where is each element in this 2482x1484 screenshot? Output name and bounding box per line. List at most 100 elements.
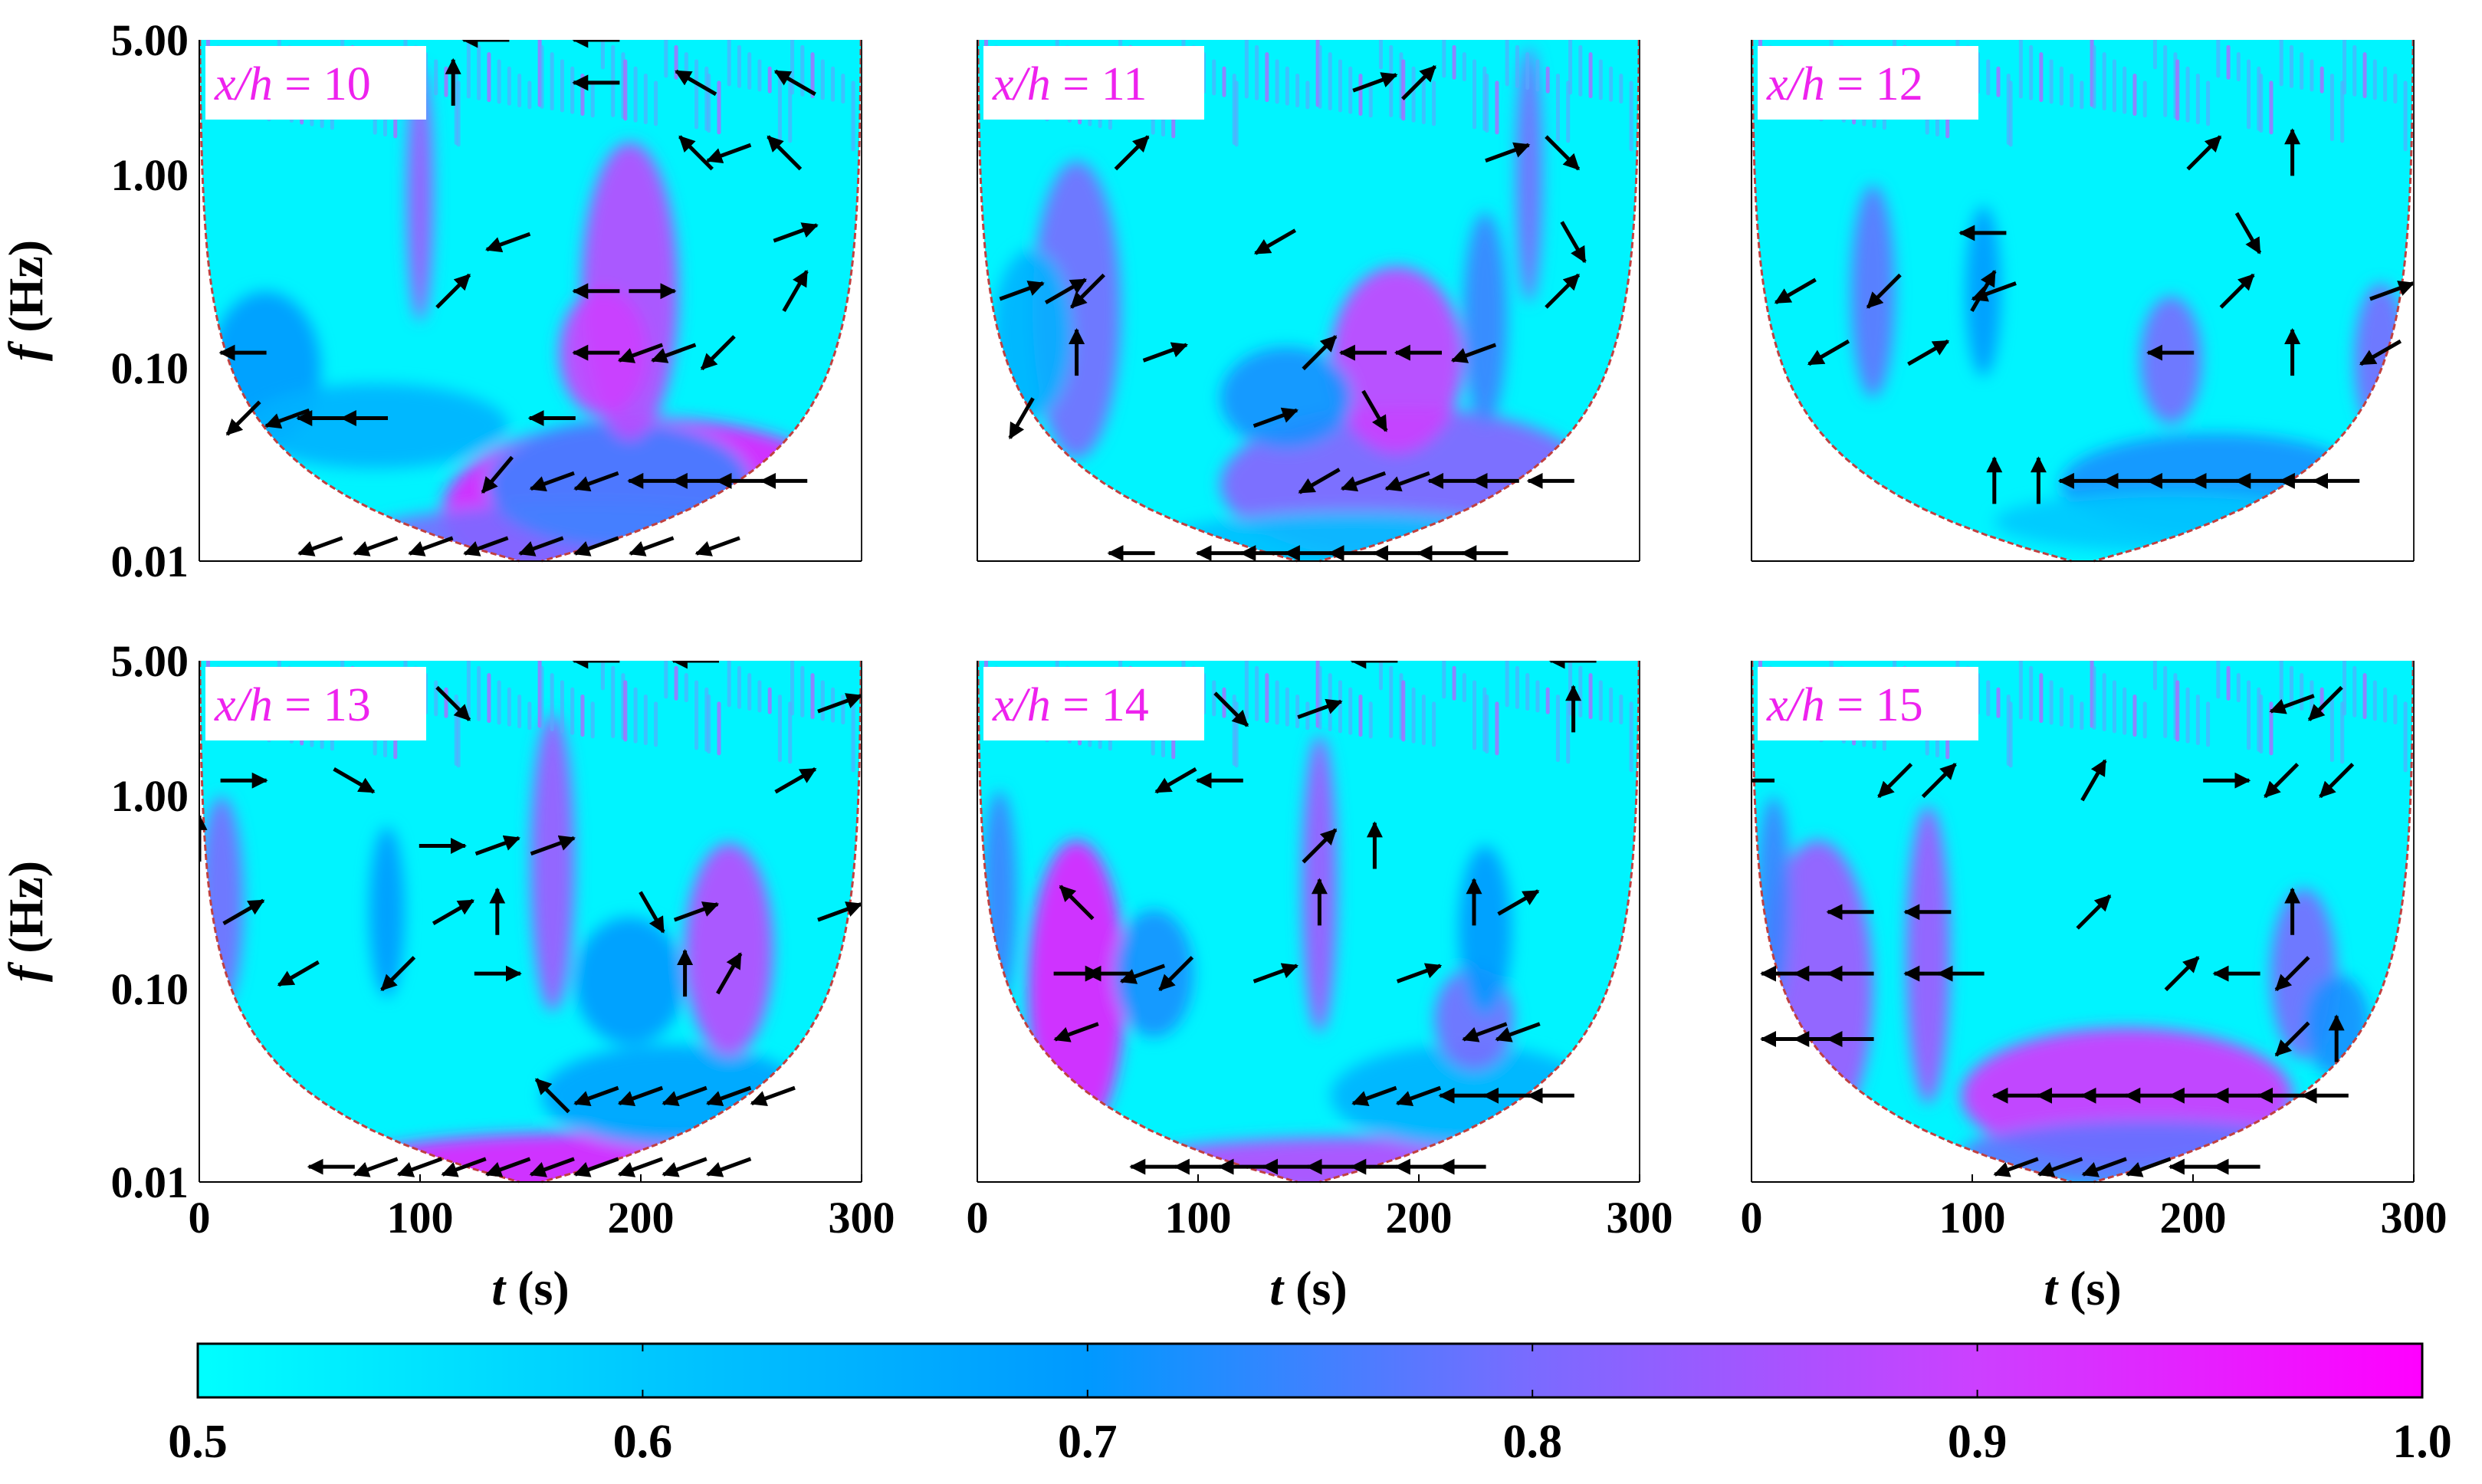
cone-boundary (977, 660, 1298, 1184)
phase-arrow (485, 231, 531, 253)
phase-arrow (1297, 698, 1343, 720)
cone-of-influence-left (977, 40, 1298, 561)
panel-label: x/h = 11 (983, 46, 1204, 120)
cone-of-influence-left (1752, 661, 2072, 1182)
cone-boundary (1751, 660, 2073, 1184)
phase-arrow (1008, 397, 1035, 440)
cone-of-influence-right (1319, 40, 1640, 561)
phase-arrow (694, 536, 740, 556)
phase-arrow (1352, 72, 1398, 93)
coherence-blob (1114, 909, 1194, 1038)
y-tick-label: 0.10 (111, 343, 189, 393)
x-tick-label: 100 (1939, 1193, 2006, 1243)
phase-arrow (408, 536, 454, 556)
x-tick-label: 0 (967, 1193, 989, 1243)
coherence-blob (1330, 266, 1463, 454)
y-tick-label: 5.00 (111, 636, 189, 686)
phase-arrow (750, 1085, 796, 1107)
x-tick-label: 100 (1165, 1193, 1232, 1243)
x-tick-label: 200 (2160, 1193, 2227, 1243)
y-tick-label: 5.00 (111, 15, 189, 65)
phase-arrow (2269, 694, 2315, 714)
phase-arrow (1114, 135, 1150, 171)
cone-boundary (2093, 660, 2415, 1184)
y-tick-label: 1.00 (111, 150, 189, 200)
phase-arrow (573, 1085, 619, 1107)
coherence-blob (369, 826, 405, 997)
panel-xh-11: x/h = 11 (977, 39, 1640, 563)
phase-arrow (1053, 1022, 1099, 1042)
phase-arrow (2076, 894, 2112, 930)
phase-arrow (773, 69, 816, 97)
phase-arrow (1340, 471, 1387, 492)
panel-label: x/h = 10 (205, 46, 426, 120)
x-tick-label: 0 (1741, 1193, 1763, 1243)
phase-arrow (1560, 221, 1587, 264)
cone-of-influence-right (2093, 40, 2414, 561)
phase-arrow (2186, 135, 2222, 171)
phase-arrow (2219, 273, 2255, 309)
phase-arrow (767, 135, 803, 171)
cone-boundary (540, 39, 862, 563)
phase-arrow (1213, 691, 1249, 727)
phase-arrow (1070, 273, 1105, 309)
panel-label: x/h = 15 (1758, 667, 1978, 740)
x-axis-label: t (s) (1269, 1261, 1347, 1315)
colorbar-tick-label: 0.6 (613, 1416, 673, 1468)
cone-boundary (2093, 39, 2415, 563)
cone-boundary (1318, 660, 1640, 1184)
cone-of-influence-left (977, 661, 1298, 1182)
phase-arrow (2037, 1157, 2083, 1177)
phase-arrow (1907, 339, 1950, 366)
phase-arrow (380, 956, 416, 992)
panel-label-box (205, 46, 426, 120)
panel-label-text: x/h = 15 (1766, 679, 1923, 731)
phase-arrow (1396, 963, 1443, 983)
coherence-blob (685, 843, 773, 1056)
phase-arrow (1158, 956, 1194, 992)
panel-xh-10: x/h = 10 5.00 1.00 0.10 0.01 f (Hz) (0, 15, 862, 586)
panel-label-box (1758, 46, 1978, 120)
panel-label-box (983, 667, 1204, 740)
phase-arrow (1485, 142, 1531, 163)
cone-of-influence-right (2093, 661, 2414, 1182)
phase-arrow (1450, 343, 1497, 363)
colorbar-tick-label: 0.9 (1948, 1416, 2008, 1468)
phase-arrow (2307, 685, 2343, 721)
phase-arrow (432, 898, 475, 925)
cone-boundary (977, 39, 1298, 563)
phase-arrow (333, 767, 376, 794)
phase-arrow (1774, 277, 1817, 304)
phase-arrow (2081, 1157, 2127, 1177)
coherence-blob (1458, 845, 1512, 1016)
phase-arrow (297, 536, 343, 556)
y-tick-label: 0.01 (111, 1157, 189, 1207)
phase-arrow (1921, 763, 1957, 799)
panel-xh-12: x/h = 12 (1751, 39, 2415, 563)
panel-label-text: x/h = 12 (1766, 58, 1923, 110)
panel-label-text: x/h = 14 (992, 679, 1149, 731)
coherence-blob (1515, 47, 1543, 303)
y-tick-label: 1.00 (111, 771, 189, 821)
y-axis-label: f (Hz) (0, 861, 53, 982)
phase-arrow (485, 1157, 531, 1177)
phase-arrow (2080, 759, 2107, 802)
phase-arrow (1993, 1157, 2039, 1177)
phase-arrow (678, 135, 714, 171)
phase-arrow (2274, 1021, 2310, 1057)
phase-arrow (673, 901, 720, 922)
coherence-blob (1906, 806, 1951, 1104)
cone-boundary (1318, 39, 1640, 563)
panel-xh-14: x/h = 14 0 100 200 300 t (s) (967, 660, 1673, 1315)
phase-arrows (199, 661, 862, 1177)
cone-boundary (540, 660, 862, 1184)
phase-arrow (1545, 273, 1581, 309)
phase-arrow (700, 335, 736, 371)
colorbar-tick-label: 1.0 (2392, 1416, 2452, 1468)
phase-arrow (1252, 963, 1298, 983)
panels-layer: x/h = 10 5.00 1.00 0.10 0.01 f (Hz) x/h = 11 x/… (0, 15, 2448, 1315)
phase-arrow (1361, 389, 1388, 432)
phase-arrow (1302, 335, 1338, 371)
coherence-blob (574, 917, 685, 1045)
colorbar-gradient (196, 1342, 2424, 1399)
